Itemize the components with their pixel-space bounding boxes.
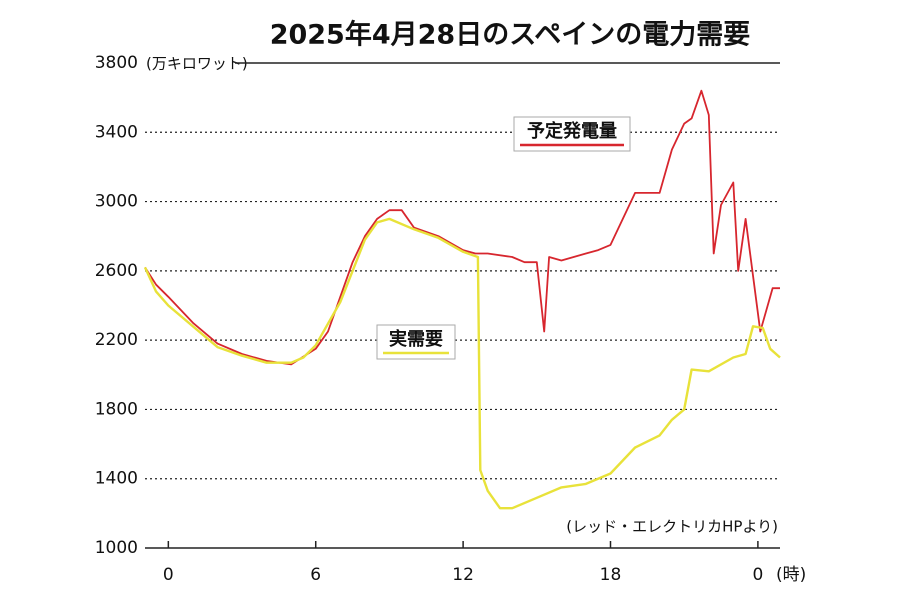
y-tick-label: 3400 <box>95 122 138 142</box>
x-tick-label: 6 <box>310 565 321 585</box>
x-tick-label: 12 <box>452 565 474 585</box>
source-note: (レッド・エレクトリカHPより) <box>566 518 778 536</box>
y-tick-label: 1000 <box>95 538 138 558</box>
chart-title: 2025年4月28日のスペインの電力需要 <box>270 19 751 51</box>
y-tick-label: 1800 <box>95 399 138 419</box>
x-tick-label: 0 <box>752 565 763 585</box>
x-tick-label: 0 <box>163 565 174 585</box>
y-tick-label: 2200 <box>95 330 138 350</box>
legend-label: 予定発電量 <box>527 120 617 142</box>
series-line <box>143 217 781 510</box>
y-axis-label: (万キロワット) <box>146 55 248 73</box>
y-tick-label: 3800 <box>95 53 138 73</box>
x-axis-label: (時) <box>776 565 806 585</box>
y-tick-label: 2600 <box>95 261 138 281</box>
x-tick-label: 18 <box>600 565 622 585</box>
y-tick-label: 3000 <box>95 192 138 212</box>
y-tick-label: 1400 <box>95 469 138 489</box>
legend-label: 実需要 <box>389 328 443 350</box>
